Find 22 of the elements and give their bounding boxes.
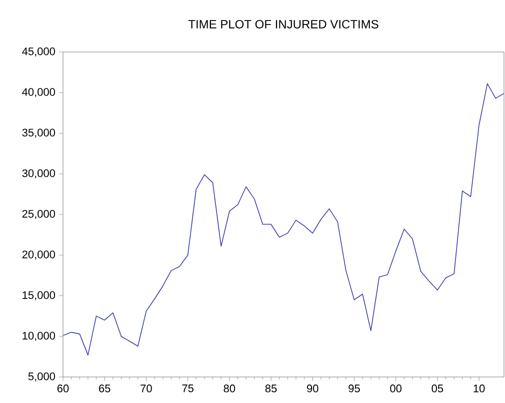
x-tick-label: 65 xyxy=(99,384,110,392)
x-tick-label: 10 xyxy=(474,384,485,392)
x-tick-label: 80 xyxy=(224,384,236,392)
y-tick-label: 15,000 xyxy=(22,291,56,300)
y-tick-label: 5,000 xyxy=(28,372,56,382)
y-tick-label: 25,000 xyxy=(22,210,56,220)
x-tick-label: 05 xyxy=(432,384,444,392)
x-tick-label: 00 xyxy=(390,384,402,392)
chart-title: TIME PLOT OF INJURED VICTIMS xyxy=(188,20,378,28)
x-tick-label: 85 xyxy=(265,384,277,392)
y-tick-label: 20,000 xyxy=(22,250,56,260)
y-tick-label: 30,000 xyxy=(22,169,56,178)
x-tick-label: 95 xyxy=(348,384,360,392)
x-tick-label: 90 xyxy=(307,384,318,392)
line-series xyxy=(63,83,504,356)
y-tick-label: 45,000 xyxy=(22,47,56,57)
y-tick-label: 35,000 xyxy=(22,128,56,138)
x-tick-label: 60 xyxy=(57,384,69,392)
x-tick-label: 75 xyxy=(182,384,194,392)
x-tick-label: 70 xyxy=(140,384,152,392)
y-tick-label: 40,000 xyxy=(22,88,56,98)
y-tick-label: 10,000 xyxy=(22,332,56,341)
